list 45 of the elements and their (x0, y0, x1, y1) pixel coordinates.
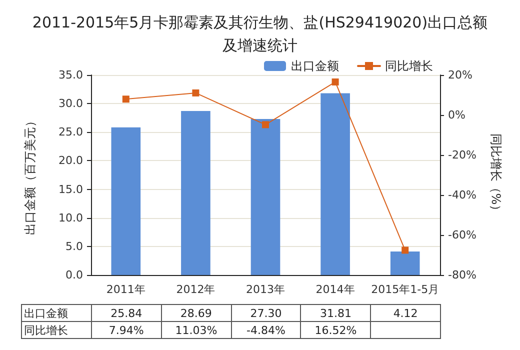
point (332, 78, 339, 86)
text: 出口金额 (24, 306, 68, 320)
y-tick-label: 5.0 (66, 240, 83, 253)
chart-title: 2011-2015年5月卡那霉素及其衍生物、盐(HS29419020)出口总额及增速统计 (32, 14, 488, 54)
data-label: 7.94% (91, 322, 162, 338)
y2-tick-label: 0% (448, 108, 466, 122)
data-label: 25.84 (91, 304, 162, 322)
y2-tick-label: -80% (448, 268, 476, 282)
x-tick-label: 2012年 (176, 283, 216, 296)
point (192, 89, 200, 96)
bar (390, 251, 420, 275)
point (262, 121, 269, 128)
legend-label: 同比增长 (385, 59, 433, 73)
data-label: 27.30 (231, 304, 301, 322)
bar (320, 93, 350, 275)
y2-tick-label: 20% (448, 68, 472, 82)
y2-tick-label: -40% (448, 188, 476, 202)
data-label: 28.69 (161, 304, 232, 322)
y-tick-label: 30.0 (58, 97, 83, 110)
text: 同比增长 (24, 324, 68, 336)
y-tick-label: 25.0 (58, 126, 83, 139)
point (402, 246, 409, 254)
point (122, 96, 130, 103)
y2-tick-label: -60% (448, 228, 476, 242)
legend-label: 出口金额 (291, 59, 339, 73)
y2-axis-title: 同比增长（%） (489, 133, 503, 217)
y-axis-title: 出口金额（百万美元） (23, 115, 37, 235)
y-tick-label: 0.0 (66, 268, 83, 282)
x-tick-label: 2013年 (246, 283, 285, 296)
x-tick-label: 2011年 (106, 283, 146, 296)
x-tick-label: 2014年 (316, 283, 355, 296)
data-label: 4.12 (370, 304, 440, 322)
data-label: 16.52% (300, 322, 371, 338)
y-tick-label: 35.0 (58, 68, 83, 82)
y2-tick-label: -20% (448, 148, 476, 162)
bar (111, 127, 141, 275)
data-label: 31.81 (300, 304, 371, 322)
bar (250, 119, 280, 275)
x-tick-label: 2015年1-5月 (371, 283, 440, 296)
y-tick-label: 20.0 (58, 154, 83, 168)
data-label: -4.84% (231, 322, 301, 338)
bar (181, 111, 210, 275)
y-tick-label: 10.0 (58, 211, 83, 224)
data-label: 11.03% (161, 322, 232, 338)
y-tick-label: 15.0 (58, 182, 83, 196)
